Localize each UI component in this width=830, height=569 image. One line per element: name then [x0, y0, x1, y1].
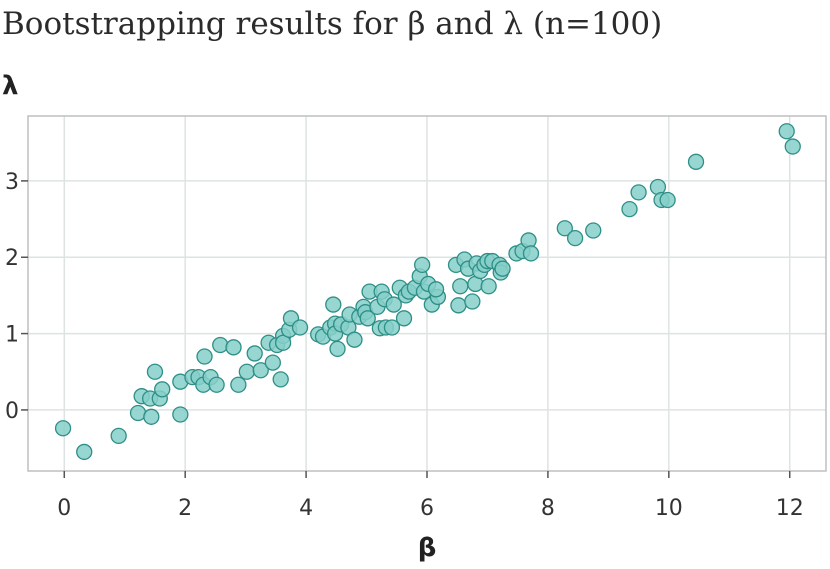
data-point	[427, 281, 445, 298]
grid-lines	[28, 116, 826, 471]
data-point	[264, 354, 281, 371]
data-point	[346, 331, 363, 348]
data-point	[383, 319, 401, 336]
data-point	[621, 200, 638, 218]
data-point	[659, 191, 676, 209]
x-axis-label: β	[418, 533, 437, 563]
data-points	[54, 123, 801, 461]
data-point	[385, 296, 402, 313]
data-point	[172, 406, 189, 423]
data-point	[146, 363, 164, 380]
data-point	[196, 348, 213, 365]
data-point	[110, 427, 127, 445]
chart-title: Bootstrapping results for β and λ (n=100…	[2, 6, 663, 42]
y-axis-label: λ	[2, 71, 18, 101]
data-point	[784, 138, 801, 155]
data-point	[274, 334, 292, 351]
x-tick-label: 0	[57, 496, 71, 521]
y-tick-label: 1	[5, 323, 19, 348]
data-point	[143, 408, 160, 425]
x-axis-ticks: 0 2 4 6 8 10 12	[57, 471, 804, 521]
x-tick-label: 6	[420, 496, 434, 521]
data-point	[329, 340, 346, 357]
data-point	[566, 230, 584, 247]
y-tick-label: 0	[5, 399, 19, 424]
data-point	[225, 339, 242, 356]
data-point	[252, 362, 269, 379]
data-point	[630, 184, 647, 201]
data-point	[246, 345, 263, 362]
data-point	[687, 153, 705, 170]
data-point	[359, 310, 376, 327]
data-point	[238, 363, 255, 380]
y-tick-label: 3	[5, 170, 19, 195]
x-tick-label: 12	[776, 496, 804, 521]
data-point	[272, 371, 289, 388]
data-point	[154, 381, 171, 398]
data-point	[452, 278, 469, 295]
x-tick-label: 8	[541, 496, 555, 521]
data-point	[778, 123, 795, 140]
data-point	[556, 220, 573, 237]
y-tick-label: 2	[5, 246, 19, 271]
data-point	[414, 256, 431, 274]
data-point	[450, 297, 467, 314]
data-point	[325, 296, 342, 313]
x-tick-label: 4	[299, 496, 313, 521]
x-tick-label: 10	[655, 496, 683, 521]
data-point	[464, 293, 481, 310]
data-point	[522, 245, 540, 262]
data-point	[76, 443, 93, 461]
data-point	[208, 376, 225, 393]
data-point	[480, 278, 497, 295]
data-point	[291, 319, 309, 336]
data-point	[494, 260, 511, 277]
data-point	[212, 336, 229, 354]
data-point	[230, 376, 247, 393]
data-point	[129, 404, 147, 422]
data-point	[54, 420, 72, 437]
data-point	[585, 222, 602, 239]
y-axis-ticks: 0 1 2 3	[5, 170, 28, 424]
x-tick-label: 2	[178, 496, 192, 521]
data-point	[395, 310, 413, 327]
